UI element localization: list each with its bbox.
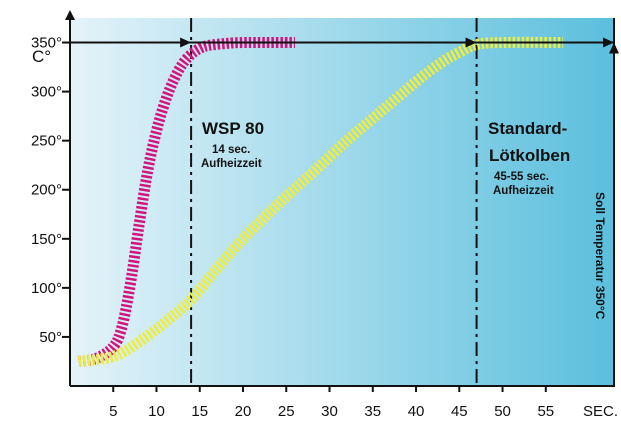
x-tick-label: 5 [109,403,117,420]
y-tick-label: 300° [31,84,62,101]
x-tick-label: 55 [537,403,554,420]
x-tick-label: 40 [408,403,425,420]
x-tick-label: 50 [494,403,511,420]
series-line-2 [77,36,564,367]
y-axis-arrow [65,10,75,20]
x-tick-label: 45 [451,403,468,420]
target-arrow-3 [603,37,614,48]
x-tick-label: 30 [321,403,338,420]
plot-background [70,18,615,386]
standard-time: 45-55 sec. [494,171,549,183]
x-tick-label: 20 [235,403,252,420]
x-tick-label: 25 [278,403,295,420]
y-tick-label: 100° [31,280,62,297]
target-arrow-1 [180,37,192,48]
x-tick-label: 10 [148,403,165,420]
series-line-1 [77,36,295,367]
y-tick-label: 350° [31,35,62,52]
y-tick-label: 200° [31,182,62,199]
y-axis-label: C° [32,47,51,66]
wsp80-label: WSP 80 [202,119,264,138]
y-tick-label: 250° [31,133,62,150]
x-tick-label: 15 [191,403,208,420]
wsp80-caption: Aufheizzeit [201,158,262,170]
y-tick-label: 150° [31,231,62,248]
standard-caption: Aufheizzeit [493,185,554,197]
standard-label-line1: Standard- [488,119,567,138]
x-axis-label: SEC. [583,403,618,420]
x-tick-label: 35 [364,403,381,420]
y-tick-label: 50° [39,329,62,346]
standard-label-line2: Lötkolben [489,146,570,165]
target-temperature-label: Soll Temperatur 350°C [593,192,607,320]
wsp80-time: 14 sec. [212,144,250,156]
target-arrow-2 [465,37,477,48]
target-up-arrow [609,42,619,54]
